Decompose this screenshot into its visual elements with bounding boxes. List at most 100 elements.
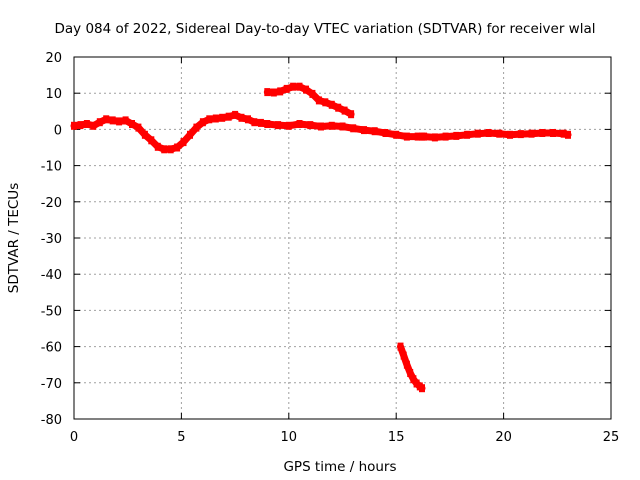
data-point — [507, 130, 513, 139]
data-point — [270, 88, 277, 97]
data-point — [129, 120, 135, 128]
data-point — [419, 384, 425, 393]
data-point — [283, 84, 290, 93]
data-point — [212, 114, 219, 123]
data-point — [167, 145, 174, 154]
data-point — [328, 121, 335, 130]
data-point — [403, 132, 410, 141]
data-point — [264, 120, 271, 128]
data-point — [199, 118, 206, 127]
data-point — [400, 351, 407, 360]
axis-ticks: 0 5 10 15 20 25 -80 -70 -60 -50 -40 -30 -20 -10 0 10 20 — [41, 51, 620, 445]
data-point — [539, 129, 546, 137]
data-point — [371, 127, 378, 136]
data-point — [528, 129, 535, 138]
data-point — [407, 369, 414, 377]
data-point — [264, 88, 271, 97]
data-point — [328, 100, 335, 109]
data-point — [565, 130, 571, 139]
data-point — [180, 138, 187, 147]
y-tick-label: 10 — [45, 87, 62, 102]
data-point — [251, 118, 258, 127]
data-point — [322, 98, 329, 107]
data-point — [219, 113, 226, 122]
x-tick-label: 20 — [495, 430, 512, 445]
x-tick-label: 15 — [388, 430, 405, 445]
chart-title: Day 084 of 2022, Sidereal Day-to-day VTE… — [55, 21, 596, 37]
data-point — [77, 121, 84, 130]
data-point — [517, 130, 524, 139]
data-point — [560, 129, 567, 138]
data-point — [206, 115, 213, 124]
data-point — [174, 143, 181, 152]
data-point — [296, 120, 303, 128]
data-point — [154, 142, 161, 151]
data-point — [277, 87, 284, 96]
series-layer — [70, 82, 572, 393]
data-point — [193, 123, 200, 132]
data-point — [257, 118, 264, 127]
data-point — [187, 130, 193, 139]
data-point — [238, 113, 245, 122]
data-point — [275, 121, 282, 130]
data-point — [464, 130, 471, 139]
grid — [74, 57, 611, 419]
series-line — [70, 111, 426, 153]
data-point — [290, 82, 297, 91]
data-point — [413, 379, 420, 388]
data-point — [361, 126, 367, 135]
data-point — [225, 112, 232, 121]
data-point — [421, 132, 428, 141]
data-point — [382, 129, 389, 137]
y-tick-label: -50 — [41, 304, 62, 319]
data-point — [414, 132, 421, 141]
data-point — [453, 131, 460, 140]
data-point — [339, 122, 346, 131]
data-point — [109, 116, 116, 125]
x-tick-label: 10 — [281, 430, 298, 445]
x-tick-label: 0 — [70, 430, 78, 445]
y-axis-label: SDTVAR / TECUs — [6, 183, 22, 293]
data-point — [245, 115, 251, 124]
y-tick-label: -80 — [41, 413, 62, 428]
data-point — [485, 129, 492, 137]
data-point — [309, 89, 316, 98]
x-tick-label: 25 — [603, 430, 620, 445]
data-point — [431, 133, 438, 142]
data-point — [496, 129, 503, 138]
data-point — [442, 132, 449, 141]
x-tick-label: 5 — [177, 430, 185, 445]
data-point — [71, 121, 77, 130]
data-point — [141, 130, 148, 139]
y-tick-label: 0 — [54, 123, 62, 138]
data-point — [285, 121, 292, 130]
y-tick-label: -10 — [41, 160, 62, 175]
y-tick-label: 20 — [45, 51, 62, 66]
y-tick-label: -70 — [41, 377, 62, 392]
data-point — [318, 122, 324, 131]
data-point — [148, 136, 155, 145]
series-main-track — [70, 110, 426, 154]
data-point — [341, 106, 348, 115]
data-point — [122, 116, 129, 125]
series-late-track — [420, 129, 572, 142]
data-point — [83, 120, 90, 128]
data-point — [90, 121, 97, 130]
y-tick-label: -60 — [41, 341, 62, 356]
data-point — [315, 96, 322, 105]
y-tick-label: -30 — [41, 232, 62, 247]
y-tick-label: -40 — [41, 268, 62, 283]
data-point — [303, 85, 309, 94]
data-point — [410, 375, 417, 384]
series-upper-arc — [263, 82, 355, 119]
data-point — [232, 110, 239, 119]
data-point — [135, 123, 142, 132]
data-point — [307, 121, 314, 130]
data-point — [397, 342, 404, 351]
data-point — [116, 117, 123, 126]
data-point — [335, 103, 342, 112]
data-point — [550, 129, 556, 137]
x-axis-label: GPS time / hours — [283, 459, 396, 475]
